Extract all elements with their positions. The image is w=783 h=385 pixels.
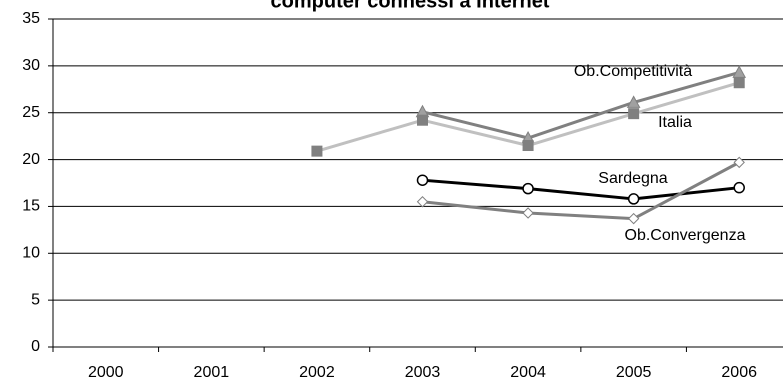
x-tick-label: 2000 [88, 364, 124, 381]
data-point-square [628, 108, 640, 120]
gridlines [53, 18, 783, 301]
y-tick-label: 0 [31, 338, 40, 355]
series-label: Sardegna [598, 170, 667, 187]
data-point-triangle [732, 65, 747, 78]
series-label: Ob.Competitività [574, 63, 692, 80]
data-point-diamond [522, 207, 534, 219]
chart-title: computer connessi a Internet [271, 0, 550, 12]
data-point-triangle [626, 95, 641, 108]
y-axis-tick-labels: 0 5 10 15 20 25 30 35 [22, 10, 40, 355]
data-point-circle [522, 182, 534, 195]
series-italia [311, 77, 745, 157]
axes [48, 18, 783, 352]
y-tick-label: 20 [22, 151, 40, 168]
y-tick-label: 15 [22, 198, 40, 215]
series-line [422, 178, 740, 201]
data-point-diamond [733, 156, 745, 169]
data-point-circle [416, 174, 429, 186]
data-point-circle [733, 181, 745, 194]
series-ob-convergenza [416, 156, 745, 225]
x-axis-tick-labels: 2000 2001 2002 2003 2004 2005 2006 [88, 364, 757, 381]
series-line [422, 70, 740, 140]
data-point-square [733, 77, 745, 89]
data-point-circle [627, 193, 640, 205]
x-tick-label: 2004 [510, 364, 546, 381]
series-ob-competitivit- [415, 65, 747, 144]
x-tick-label: 2005 [616, 364, 652, 381]
series-sardegna [416, 174, 745, 205]
data-point-square [522, 140, 534, 152]
data-point-square [311, 145, 323, 157]
series-group [311, 65, 747, 225]
data-point-diamond [416, 196, 429, 208]
y-tick-label: 5 [31, 291, 40, 308]
x-tick-label: 2002 [299, 364, 335, 381]
y-tick-label: 25 [22, 104, 40, 121]
x-tick-label: 2006 [721, 364, 757, 381]
y-tick-label: 10 [22, 245, 40, 262]
data-point-diamond [627, 212, 640, 225]
series-line [422, 161, 740, 221]
series-label: Italia [658, 114, 692, 131]
x-tick-label: 2001 [194, 364, 230, 381]
series-labels: Ob.Competitività Italia Sardegna Ob.Converg… [574, 63, 746, 244]
series-label: Ob.Convergenza [625, 227, 746, 244]
x-tick-label: 2003 [405, 364, 441, 381]
y-tick-label: 30 [22, 57, 40, 74]
data-point-square [417, 114, 428, 126]
y-tick-label: 35 [22, 10, 40, 27]
